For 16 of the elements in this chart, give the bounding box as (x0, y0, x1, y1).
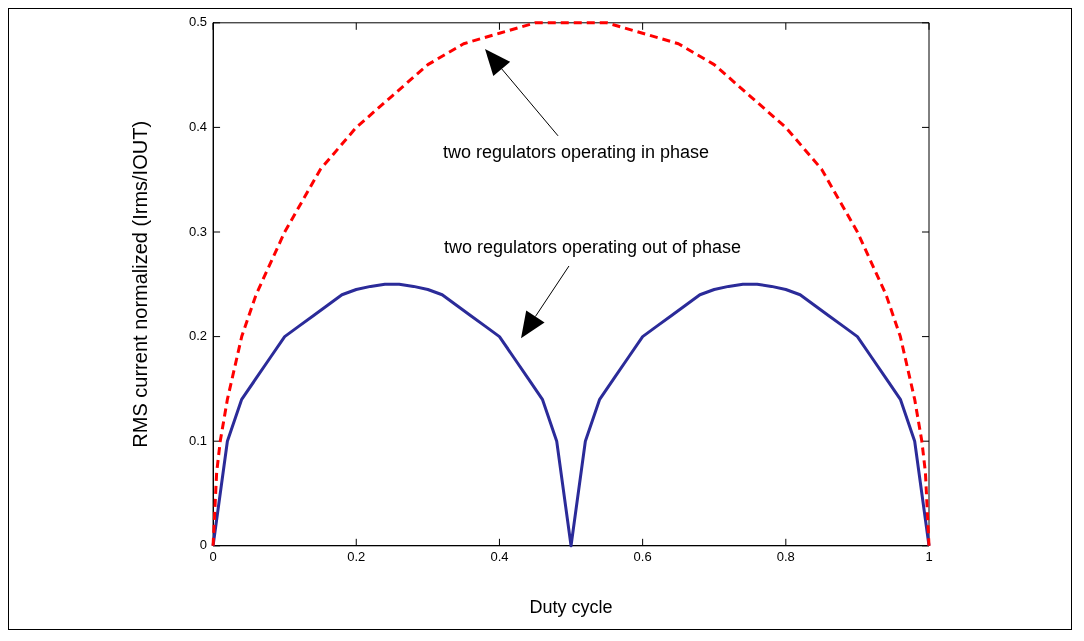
x-tick-label: 0.2 (347, 549, 366, 565)
x-tick-label: 0.6 (633, 549, 652, 565)
y-tick-label: 0.5 (188, 14, 208, 30)
y-axis-title: RMS current normalized (Irms/IOUT) (128, 120, 151, 448)
x-tick-label: 1 (925, 549, 933, 565)
x-axis-title: Duty cycle (529, 597, 613, 618)
y-tick-label: 0.2 (188, 328, 208, 344)
annotation: two regulators operating out of phase (443, 236, 742, 258)
y-tick-label: 0 (199, 537, 208, 553)
y-tick-label: 0.1 (188, 432, 208, 448)
x-tick-label: 0.8 (776, 549, 795, 565)
y-tick-label: 0.4 (188, 118, 208, 134)
line-series (211, 21, 931, 548)
annotation: two regulators operating in phase (442, 141, 710, 163)
y-tick-label: 0.3 (188, 223, 208, 239)
x-tick-label: 0.4 (490, 549, 509, 565)
